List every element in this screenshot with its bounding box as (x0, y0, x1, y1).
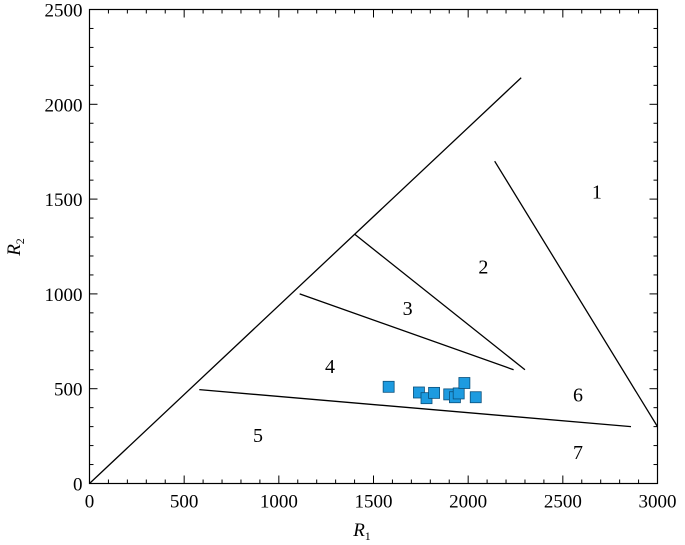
region-boundary-line (199, 389, 632, 428)
x-tick-label: 3000 (639, 492, 677, 513)
region-label-1: 1 (592, 182, 602, 204)
x-tick-label: 500 (170, 492, 199, 513)
x-tick-label: 1000 (260, 492, 298, 513)
x-axis-title-subscript: 1 (365, 529, 371, 543)
plot-frame (88, 8, 659, 485)
data-point (452, 387, 465, 400)
data-points (382, 377, 482, 405)
data-point (469, 391, 482, 404)
region-label-6: 6 (573, 384, 583, 406)
data-point (428, 386, 440, 399)
y-tick-label: 1000 (45, 285, 83, 306)
region-boundaries (89, 77, 659, 484)
data-point (382, 380, 395, 393)
y-tick-label: 1500 (45, 190, 83, 211)
x-axis-title: R1 (352, 520, 371, 543)
y-tick-label: 500 (54, 380, 83, 401)
x-axis-title-main: R (352, 520, 365, 541)
region-boundary-line (89, 77, 522, 484)
x-tick-label: 1500 (355, 492, 393, 513)
region-label-3: 3 (403, 298, 413, 320)
region-labels: 1 2 3 4 5 6 7 (253, 182, 602, 465)
data-point (458, 377, 471, 389)
y-tick-label: 2000 (45, 95, 83, 116)
region-label-7: 7 (573, 442, 583, 464)
y-tick-label: 2500 (45, 1, 83, 22)
region-boundary-line (494, 160, 659, 427)
y-tick-label: 0 (73, 475, 83, 496)
region-boundary-line (354, 233, 526, 371)
region-label-4: 4 (325, 356, 335, 378)
x-tick-label: 0 (85, 492, 95, 513)
y-axis-title-subscript: 2 (13, 238, 27, 244)
x-tick-label: 2000 (449, 492, 487, 513)
region-label-2: 2 (478, 256, 488, 278)
region-label-5: 5 (253, 425, 263, 447)
region-boundary-line (299, 293, 514, 371)
y-axis-title: R2 (4, 238, 27, 257)
ticks-layer: 0 500 1000 1500 2000 2500 3000 0 500 1000 1500 2000… (45, 1, 677, 513)
x-tick-label: 2500 (544, 492, 582, 513)
y-axis-title-main: R (4, 244, 25, 257)
